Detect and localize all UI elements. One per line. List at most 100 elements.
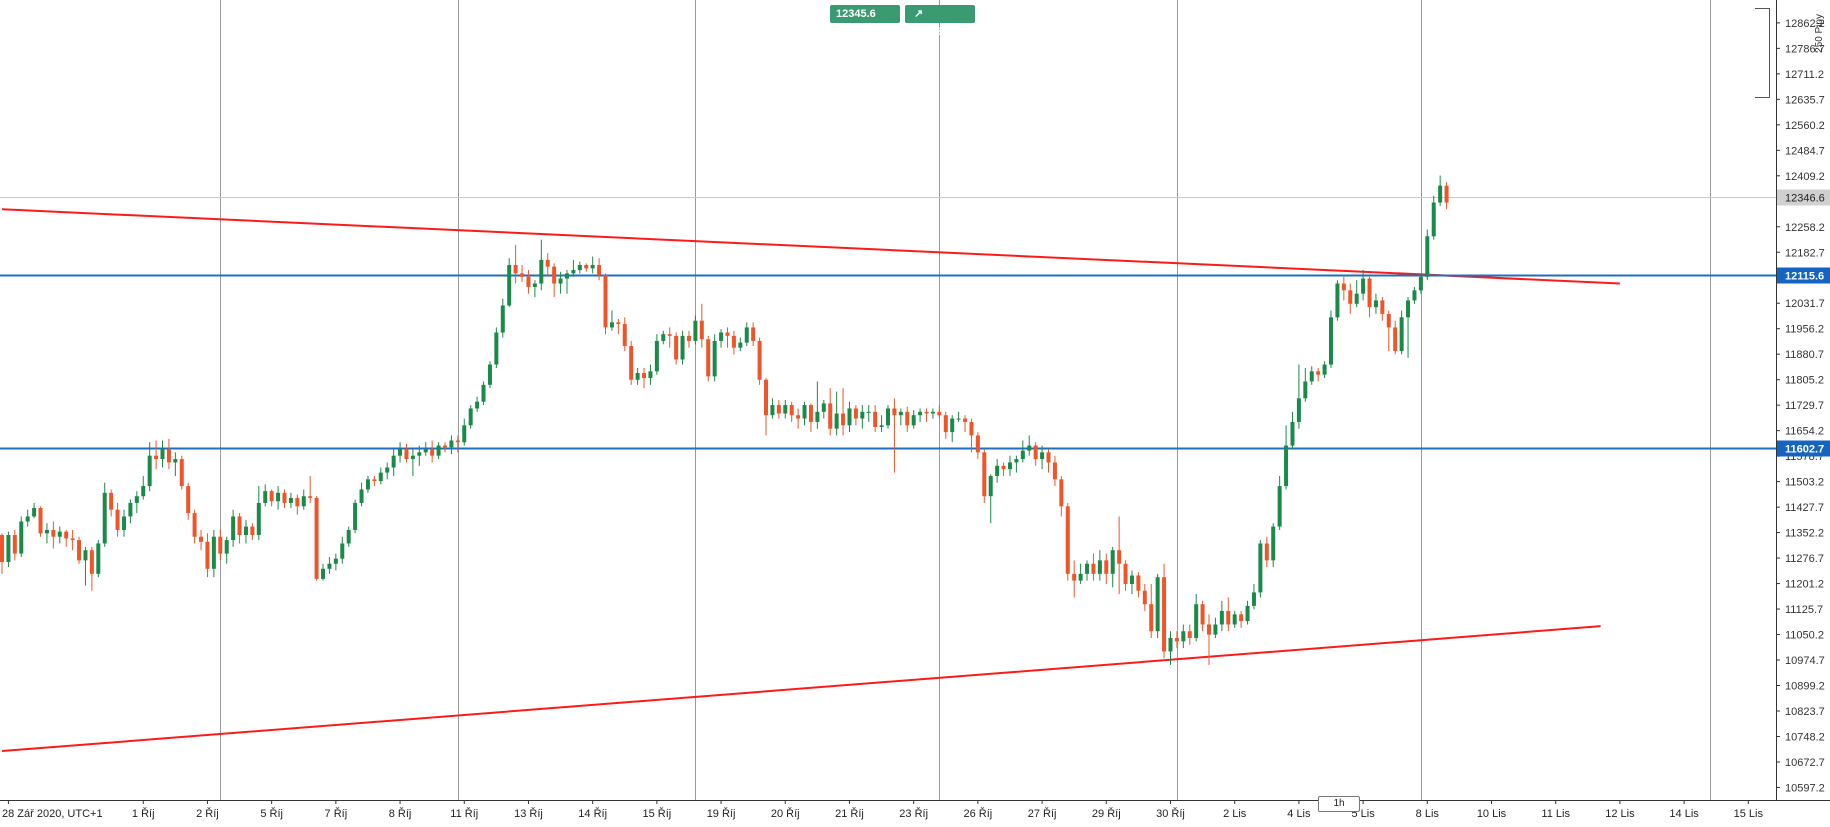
bullish-candle[interactable]: [609, 310, 614, 331]
bullish-candle[interactable]: [1329, 310, 1333, 368]
bearish-candle[interactable]: [520, 264, 525, 282]
bullish-candle[interactable]: [1431, 195, 1436, 240]
bearish-candle[interactable]: [943, 411, 948, 439]
bullish-candle[interactable]: [359, 482, 364, 507]
bearish-candle[interactable]: [1123, 560, 1128, 591]
bearish-candle[interactable]: [1393, 320, 1398, 355]
bearish-candle[interactable]: [1200, 600, 1205, 632]
bullish-candle[interactable]: [365, 475, 370, 493]
bearish-candle[interactable]: [443, 442, 447, 453]
bullish-candle[interactable]: [1322, 361, 1327, 379]
bearish-candle[interactable]: [1136, 572, 1141, 598]
bullish-candle[interactable]: [333, 553, 338, 571]
bullish-candle[interactable]: [886, 405, 890, 429]
trendline-1[interactable]: [1, 208, 1620, 285]
bullish-candle[interactable]: [821, 400, 826, 419]
bullish-candle[interactable]: [83, 546, 88, 586]
bullish-candle[interactable]: [436, 442, 441, 460]
bearish-candle[interactable]: [1239, 610, 1244, 628]
bearish-candle[interactable]: [892, 398, 897, 473]
bullish-candle[interactable]: [648, 364, 653, 385]
bearish-candle[interactable]: [751, 322, 756, 346]
bullish-candle[interactable]: [494, 327, 499, 368]
bearish-candle[interactable]: [545, 253, 550, 277]
scale-ruler[interactable]: [1755, 8, 1770, 98]
bullish-candle[interactable]: [847, 401, 852, 433]
bullish-candle[interactable]: [635, 367, 640, 385]
bearish-candle[interactable]: [186, 482, 191, 520]
bearish-candle[interactable]: [764, 378, 769, 436]
bullish-candle[interactable]: [173, 452, 178, 476]
bullish-candle[interactable]: [1027, 435, 1032, 456]
bearish-candle[interactable]: [622, 317, 627, 352]
bullish-candle[interactable]: [783, 400, 788, 419]
bearish-candle[interactable]: [629, 340, 634, 385]
bullish-candle[interactable]: [712, 334, 717, 382]
bullish-candle[interactable]: [1412, 286, 1417, 304]
bullish-candle[interactable]: [532, 280, 537, 298]
bullish-candle[interactable]: [19, 516, 24, 557]
bullish-candle[interactable]: [1399, 310, 1404, 355]
bullish-candle[interactable]: [243, 519, 248, 544]
bearish-candle[interactable]: [982, 448, 987, 503]
bullish-candle[interactable]: [860, 405, 865, 429]
bearish-candle[interactable]: [1001, 462, 1006, 476]
bullish-candle[interactable]: [96, 540, 101, 578]
bullish-candle[interactable]: [802, 401, 807, 426]
bearish-candle[interactable]: [597, 258, 602, 281]
bullish-candle[interactable]: [680, 330, 685, 365]
bearish-candle[interactable]: [166, 438, 171, 470]
bearish-candle[interactable]: [1348, 283, 1353, 314]
bearish-candle[interactable]: [616, 318, 621, 335]
bullish-candle[interactable]: [263, 484, 268, 507]
bearish-candle[interactable]: [1117, 516, 1122, 595]
bearish-candle[interactable]: [1444, 182, 1449, 210]
bullish-candle[interactable]: [423, 442, 428, 456]
bullish-candle[interactable]: [449, 435, 454, 455]
bullish-candle[interactable]: [1168, 631, 1173, 665]
bearish-candle[interactable]: [1162, 563, 1167, 659]
bearish-candle[interactable]: [1341, 276, 1346, 301]
bullish-candle[interactable]: [346, 526, 351, 547]
bullish-candle[interactable]: [564, 270, 569, 294]
bullish-candle[interactable]: [25, 509, 30, 527]
bearish-candle[interactable]: [205, 533, 210, 578]
bearish-candle[interactable]: [526, 270, 531, 294]
bearish-candle[interactable]: [808, 403, 813, 433]
bullish-candle[interactable]: [1303, 367, 1308, 402]
bullish-candle[interactable]: [321, 563, 326, 581]
bullish-candle[interactable]: [44, 523, 49, 544]
bullish-candle[interactable]: [378, 467, 383, 485]
bullish-candle[interactable]: [6, 531, 11, 568]
bearish-candle[interactable]: [89, 546, 94, 591]
bearish-candle[interactable]: [1226, 597, 1231, 632]
bearish-candle[interactable]: [1264, 536, 1269, 568]
bullish-candle[interactable]: [481, 381, 486, 406]
bullish-candle[interactable]: [1296, 364, 1301, 429]
bearish-candle[interactable]: [1207, 614, 1212, 665]
bearish-candle[interactable]: [603, 273, 608, 335]
bullish-candle[interactable]: [1406, 297, 1411, 358]
bearish-candle[interactable]: [115, 502, 120, 537]
bearish-candle[interactable]: [269, 489, 274, 507]
bullish-candle[interactable]: [1129, 570, 1134, 595]
bullish-candle[interactable]: [661, 330, 666, 345]
bearish-candle[interactable]: [430, 440, 435, 463]
bearish-candle[interactable]: [282, 489, 287, 509]
bullish-candle[interactable]: [815, 381, 820, 429]
bullish-candle[interactable]: [462, 418, 467, 446]
bearish-candle[interactable]: [1104, 553, 1109, 584]
bullish-candle[interactable]: [879, 415, 884, 433]
bullish-candle[interactable]: [256, 486, 261, 541]
bullish-candle[interactable]: [558, 271, 563, 294]
bearish-candle[interactable]: [192, 509, 197, 544]
bearish-candle[interactable]: [584, 263, 589, 272]
bullish-candle[interactable]: [32, 502, 37, 519]
bullish-candle[interactable]: [128, 499, 133, 524]
bullish-candle[interactable]: [590, 256, 595, 274]
bearish-candle[interactable]: [250, 523, 255, 541]
bearish-candle[interactable]: [905, 406, 910, 433]
bearish-candle[interactable]: [706, 335, 711, 382]
bearish-candle[interactable]: [1059, 475, 1064, 517]
